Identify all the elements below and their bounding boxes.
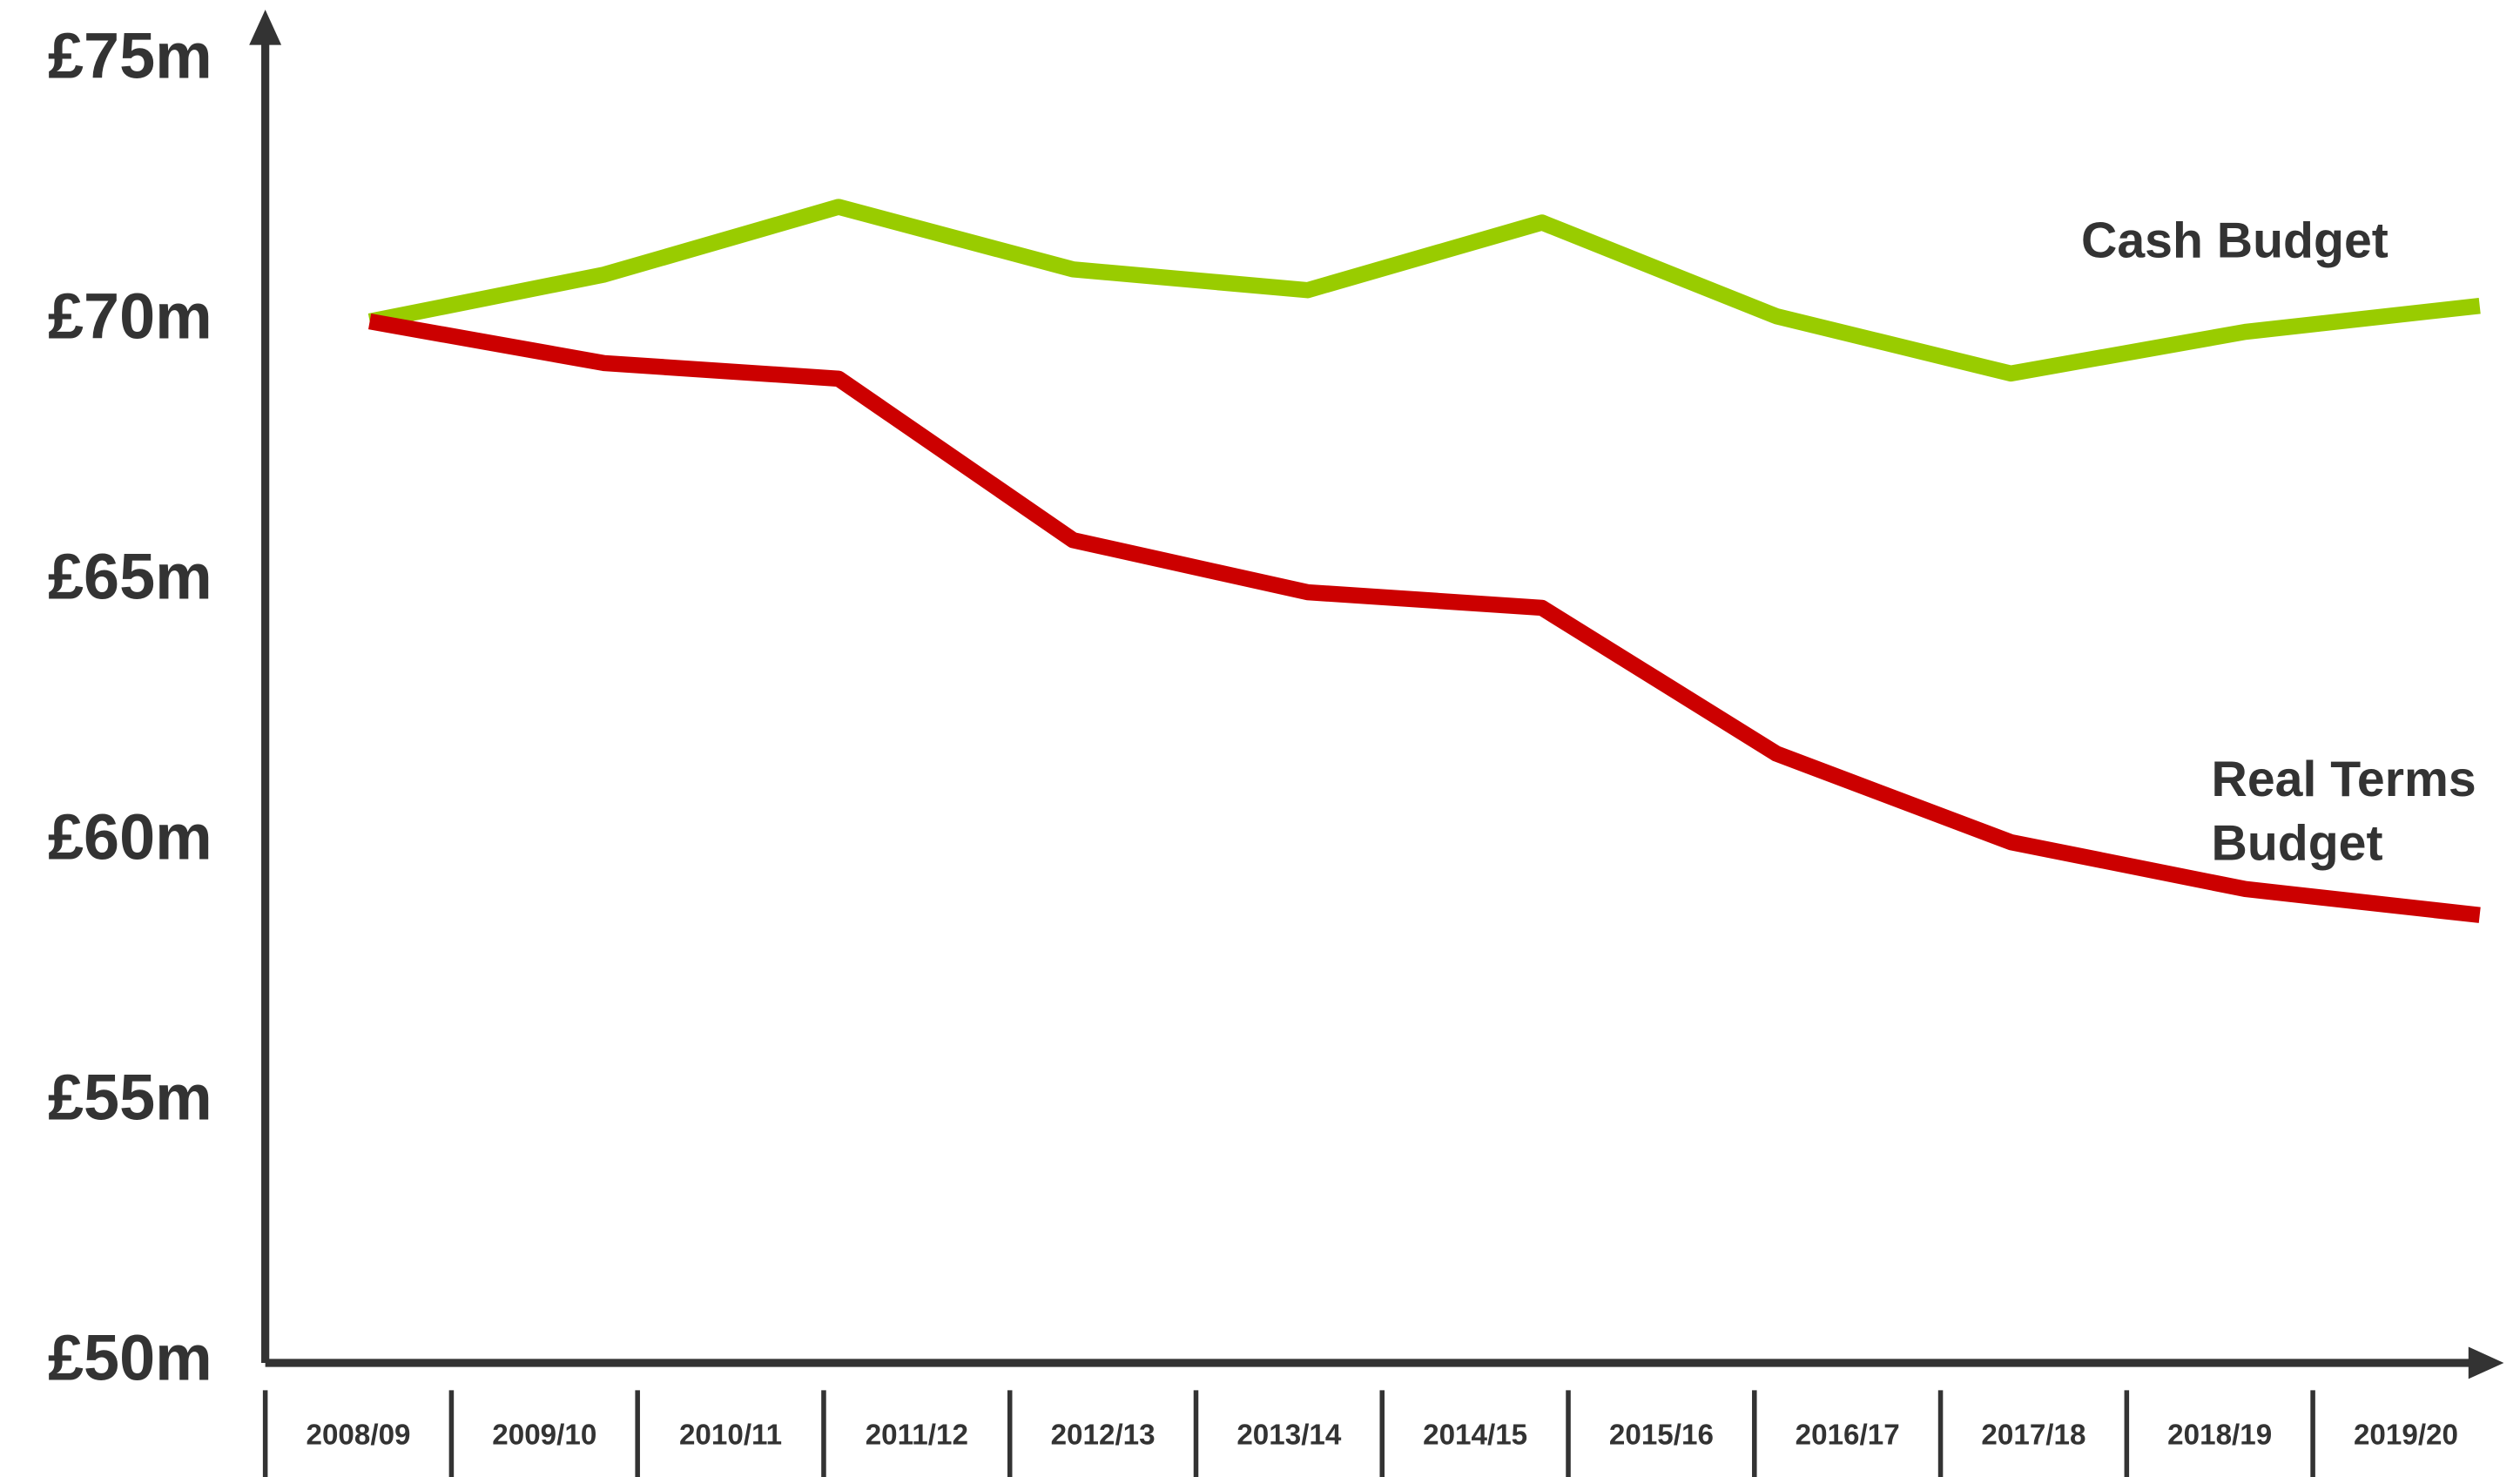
x-tick-label: 2014/15 bbox=[1423, 1420, 1527, 1452]
y-arrow bbox=[249, 10, 281, 45]
series-line bbox=[370, 321, 2480, 915]
x-tick-label: 2008/09 bbox=[307, 1420, 411, 1452]
x-tick-label: 2016/17 bbox=[1796, 1420, 1900, 1452]
series-label: Real Terms bbox=[2212, 752, 2476, 807]
x-tick-label: 2012/13 bbox=[1051, 1420, 1156, 1452]
x-tick-label: 2017/18 bbox=[1981, 1420, 2085, 1452]
x-arrow bbox=[2469, 1347, 2504, 1379]
x-tick-label: 2018/19 bbox=[2167, 1420, 2272, 1452]
y-tick-label: £65m bbox=[48, 541, 212, 613]
y-tick-label: £60m bbox=[48, 801, 212, 873]
x-tick-label: 2019/20 bbox=[2354, 1420, 2458, 1452]
x-tick-label: 2009/10 bbox=[492, 1420, 596, 1452]
y-tick-label: £50m bbox=[48, 1321, 212, 1393]
x-tick-label: 2013/14 bbox=[1236, 1420, 1342, 1452]
y-tick-label: £55m bbox=[48, 1062, 212, 1134]
series-label: Budget bbox=[2212, 816, 2383, 872]
y-tick-label: £70m bbox=[48, 280, 212, 353]
x-tick-label: 2010/11 bbox=[679, 1420, 782, 1452]
x-tick-label: 2015/16 bbox=[1609, 1420, 1714, 1452]
x-tick-label: 2011/12 bbox=[866, 1420, 968, 1452]
chart: £50m £55m £60m £65m £70m £75m 2008/09 2009/10 20… bbox=[0, 0, 2520, 1477]
y-tick-label: £75m bbox=[48, 20, 212, 92]
series-label: Cash Budget bbox=[2081, 213, 2389, 269]
